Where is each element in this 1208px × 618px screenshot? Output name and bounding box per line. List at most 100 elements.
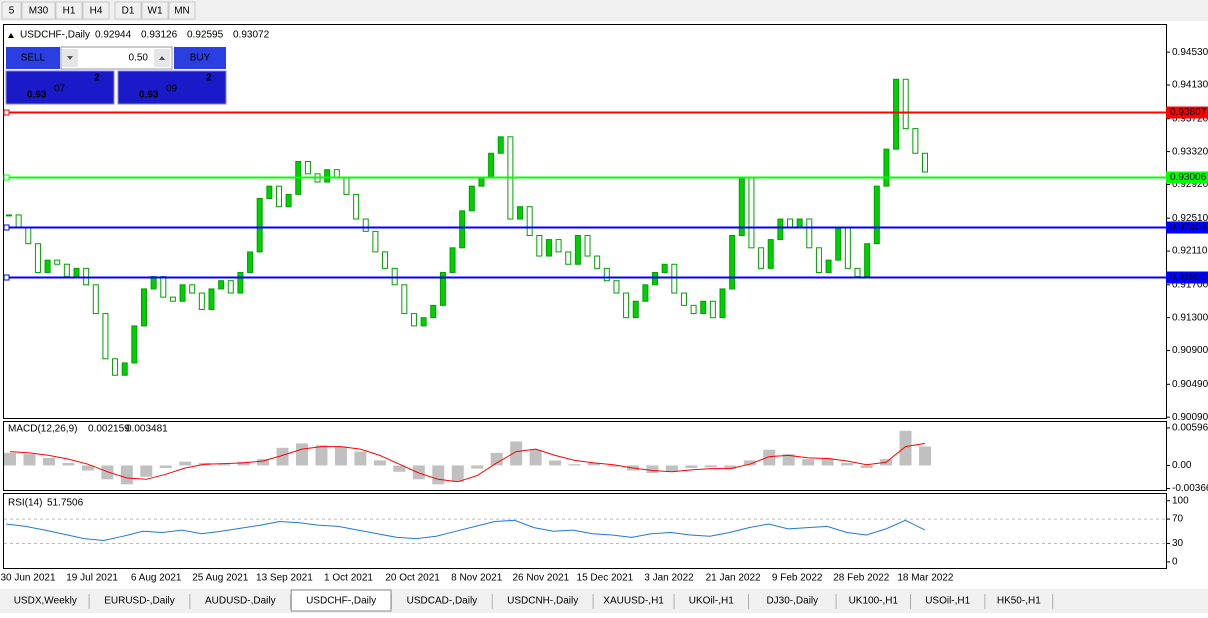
bid-box[interactable] [5,70,115,105]
chart-tab-label[interactable]: USDCHF-,Daily [306,596,376,607]
candle [555,239,562,253]
chart-tab-label[interactable]: USDX,Weekly [14,596,77,607]
chart-title: USDCHF-,Daily [20,30,90,41]
chart-tab[interactable] [593,592,674,611]
macd-bar [549,460,562,466]
candle [652,271,659,286]
candle [439,271,446,306]
chart-tab-label[interactable]: USOil-,H1 [925,596,970,607]
level-label: 0.93807 [1170,107,1207,118]
candle [34,243,41,273]
x-tick-label: 1 Oct 2021 [324,573,373,584]
y-tick-label: 0.90490 [1172,379,1208,390]
buy-label[interactable]: BUY [190,53,211,64]
x-tick-label: 19 Jul 2021 [66,573,118,584]
bid-main: 07 [54,84,66,95]
candle [372,230,379,253]
timeframe-button[interactable] [82,1,110,20]
timeframe-button[interactable] [141,1,169,20]
candle [700,300,707,315]
chart-tab[interactable] [911,592,985,611]
chart-tab[interactable] [985,592,1053,611]
macd-title: MACD(12,26,9) [8,424,77,435]
candle [893,78,900,150]
x-tick-label: 20 Oct 2021 [385,573,440,584]
macd-bar [646,465,659,473]
ask-box[interactable] [117,70,227,105]
candle [247,251,254,273]
macd-bar [120,465,133,485]
candle [401,284,408,315]
rsi-title: RSI(14) [8,498,42,509]
candle [796,218,803,228]
candle [324,169,331,183]
candle [237,271,244,294]
chart-tab[interactable] [89,592,190,611]
candle [883,148,890,187]
candle [6,214,12,217]
macd-bar [821,457,834,466]
y-tick-label: 0.91700 [1172,279,1208,290]
candle [806,218,813,249]
chart-tab[interactable] [674,592,748,611]
chart-tab-label[interactable]: USDCAD-,Daily [407,596,478,607]
macd-bar [179,461,192,466]
candle [902,78,909,130]
chart-tab-label[interactable]: HK50-,H1 [997,596,1041,607]
chart-tab-label[interactable]: AUDUSD-,Daily [205,596,276,607]
y-tick-label: 30 [1172,538,1184,549]
chart-tab-label[interactable]: UK100-,H1 [849,596,899,607]
timeframe-label[interactable]: H4 [90,6,103,17]
chart-tab[interactable] [190,592,291,611]
macd-bar [393,465,406,472]
timeframe-button[interactable] [21,1,56,20]
x-tick-label: 8 Nov 2021 [451,573,503,584]
chart-tab[interactable] [392,592,492,611]
y-tick-label: 0.00 [1172,460,1192,471]
x-tick-label: 30 Jun 2021 [0,573,55,584]
y-tick-label: -0.003664 [1172,483,1208,494]
macd-bar [802,459,815,466]
chart-tab-label[interactable]: UKOil-,H1 [689,596,734,607]
timeframe-button[interactable] [168,1,196,20]
timeframe-button[interactable] [114,1,142,20]
chart-tab-label[interactable]: XAUUSD-,H1 [603,596,664,607]
macd-bar [665,465,678,472]
timeframe-label[interactable]: D1 [122,6,135,17]
chart-tab-label[interactable]: EURUSD-,Daily [104,596,175,607]
chart-tab[interactable] [2,592,89,611]
candle [767,239,774,269]
sell-button[interactable] [6,47,60,69]
macd-bar [81,465,94,471]
candle [44,259,51,273]
chart-tab[interactable] [836,592,910,611]
timeframe-label[interactable]: M30 [29,6,49,17]
candle [54,259,61,265]
timeframe-label[interactable]: 5 [9,6,15,17]
candle [497,136,504,154]
sell-label[interactable]: SELL [21,53,46,64]
chart-tab-label[interactable]: USDCNH-,Daily [507,596,578,607]
chart-tab[interactable] [749,592,836,611]
timeframe-button[interactable] [55,1,83,20]
candle [729,234,736,290]
timeframe-button[interactable] [1,1,22,20]
lot-value[interactable]: 0.50 [129,53,149,64]
timeframe-label[interactable]: W1 [148,6,163,17]
macd-bar [140,465,153,477]
candle [613,280,620,294]
timeframe-label[interactable]: MN [174,6,190,17]
candle [584,234,591,257]
timeframe-label[interactable]: H1 [63,6,76,17]
buy-button[interactable] [174,47,226,69]
chart-tab[interactable] [492,592,593,611]
ohlc-value: 0.92944 [95,30,132,41]
macd-bar [218,464,231,466]
macd-bar [373,460,386,466]
ohlc-value: 0.92595 [187,30,224,41]
x-tick-label: 26 Nov 2021 [512,573,569,584]
chart-tab-label[interactable]: DJ30-,Daily [766,596,818,607]
ask-big: 0.93 [139,90,159,101]
candle [574,234,581,265]
lot-input[interactable] [60,46,173,70]
